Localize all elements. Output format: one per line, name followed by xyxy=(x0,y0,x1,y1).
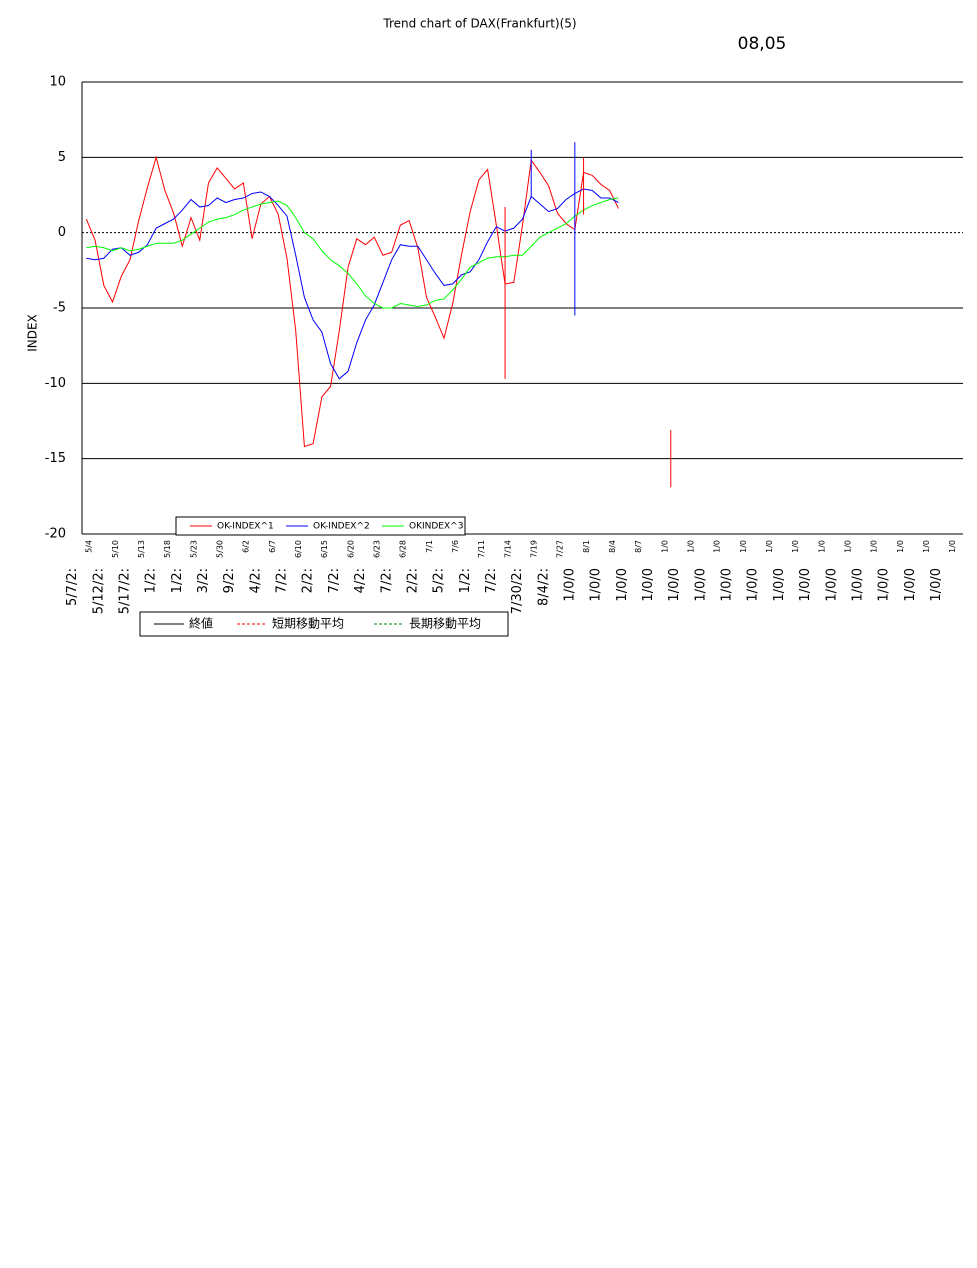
x-tick-label: 1/0/0 xyxy=(824,568,839,602)
x-tick-label: 6/23 xyxy=(373,540,382,558)
y-tick-label: 10 xyxy=(49,75,66,90)
x-tick-label: 1/0/0 xyxy=(667,568,682,602)
x-tick-label: 5/12/2: xyxy=(91,568,106,614)
x-tick-label: 1/2: xyxy=(170,568,185,593)
x-tick-label: 1/0/0 xyxy=(562,568,577,602)
x-tick-label: 5/10 xyxy=(111,540,120,558)
y-tick-label: -20 xyxy=(45,527,66,542)
x-tick-label: 8/4/2: xyxy=(536,568,551,606)
legend-label: OKINDEX^3 xyxy=(409,522,463,532)
x-tick-label: 8/1 xyxy=(582,540,591,553)
x-tick-label: 1/0/0 xyxy=(589,568,604,602)
x-tick-label: 1/2: xyxy=(458,568,473,593)
data-line xyxy=(86,197,619,309)
x-tick-label: 7/11 xyxy=(477,540,486,558)
x-tick-label: 5/7/2: xyxy=(65,568,80,606)
legend-box xyxy=(139,611,509,637)
x-tick-label: 7/2: xyxy=(327,568,342,593)
x-tick-label: 7/2: xyxy=(275,568,290,593)
y-tick-label: 5 xyxy=(58,150,66,165)
x-tick-label: 1/0 xyxy=(765,540,774,553)
x-tick-label: 6/28 xyxy=(399,540,408,558)
y-tick-label: 0 xyxy=(58,225,66,240)
legend-label: OK-INDEX^2 xyxy=(313,522,370,532)
x-tick-label: 2/2: xyxy=(405,568,420,593)
x-tick-label: 7/30/2: xyxy=(510,568,525,614)
x-tick-label: 4/2: xyxy=(248,568,263,593)
x-tick-label: 5/4 xyxy=(85,540,94,553)
legend-box xyxy=(175,516,466,536)
x-tick-label: 5/2: xyxy=(432,568,447,593)
x-tick-label: 1/0 xyxy=(791,540,800,553)
x-tick-label: 1/0 xyxy=(660,540,669,553)
x-tick-label: 1/0 xyxy=(896,540,905,553)
x-tick-label: 7/2: xyxy=(379,568,394,593)
x-tick-label: 1/0/0 xyxy=(772,568,787,602)
x-tick-label: 1/0/0 xyxy=(877,568,892,602)
x-tick-label: 1/0/0 xyxy=(929,568,944,602)
x-tick-label: 1/2: xyxy=(144,568,159,593)
x-tick-label: 5/30 xyxy=(216,540,225,558)
legend-label: 短期移動平均 xyxy=(272,617,344,631)
x-tick-label: 9/2: xyxy=(222,568,237,593)
data-line xyxy=(85,155,619,448)
x-tick-label: 1/0/0 xyxy=(720,568,735,602)
x-tick-label: 5/17/2: xyxy=(117,568,132,614)
x-tick-label: 6/20 xyxy=(346,540,355,558)
x-tick-label: 1/0 xyxy=(922,540,931,553)
annotation: 08,05 xyxy=(738,34,787,54)
y-axis-label: INDEX xyxy=(26,314,40,352)
x-tick-label: 7/1 xyxy=(425,540,434,553)
x-tick-label: 1/0 xyxy=(713,540,722,553)
x-tick-label: 7/14 xyxy=(503,540,512,558)
x-tick-label: 4/2: xyxy=(353,568,368,593)
x-tick-label: 5/18 xyxy=(163,540,172,558)
x-tick-label: 7/6 xyxy=(451,540,460,553)
legend-label: 長期移動平均 xyxy=(409,617,481,631)
x-tick-label: 1/0 xyxy=(687,540,696,553)
legend-label: OK-INDEX^1 xyxy=(217,522,274,532)
y-tick-label: -15 xyxy=(45,451,66,466)
x-tick-label: 5/13 xyxy=(137,540,146,558)
x-tick-label: 1/0 xyxy=(948,540,957,553)
x-tick-label: 7/2: xyxy=(484,568,499,593)
x-tick-label: 8/4 xyxy=(608,540,617,553)
x-tick-label: 3/2: xyxy=(196,568,211,593)
y-tick-label: -10 xyxy=(45,376,66,391)
x-tick-label: 1/0 xyxy=(844,540,853,553)
data-line xyxy=(86,188,619,380)
legend-label: 終値 xyxy=(189,616,213,631)
x-tick-label: 6/2 xyxy=(242,540,251,553)
x-tick-label: 1/0 xyxy=(870,540,879,553)
x-tick-label: 1/0/0 xyxy=(615,568,630,602)
x-tick-label: 6/10 xyxy=(294,540,303,558)
x-tick-label: 1/0/0 xyxy=(798,568,813,602)
x-tick-label: 1/0/0 xyxy=(903,568,918,602)
x-tick-label: 7/19 xyxy=(530,540,539,558)
x-tick-label: 1/0 xyxy=(739,540,748,553)
x-tick-label: 7/27 xyxy=(556,540,565,558)
x-tick-label: 1/0/0 xyxy=(850,568,865,602)
chart-title: Trend chart of DAX(Frankfurt)(5) xyxy=(382,17,576,31)
x-tick-label: 6/15 xyxy=(320,540,329,558)
y-tick-label: -5 xyxy=(53,301,66,316)
x-tick-label: 1/0/0 xyxy=(693,568,708,602)
x-tick-label: 5/23 xyxy=(189,540,198,558)
x-tick-label: 6/7 xyxy=(268,540,277,553)
x-tick-label: 1/0 xyxy=(817,540,826,553)
x-tick-label: 8/7 xyxy=(634,540,643,553)
x-tick-label: 1/0/0 xyxy=(746,568,761,602)
x-tick-label: 2/2: xyxy=(301,568,316,593)
x-tick-label: 1/0/0 xyxy=(641,568,656,602)
